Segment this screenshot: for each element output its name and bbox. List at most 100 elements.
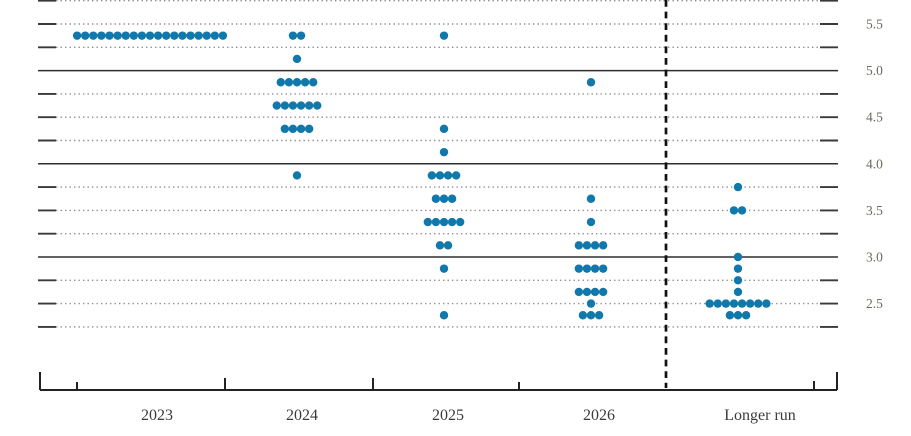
x-axis-label-2023: 2023 xyxy=(141,407,173,424)
projection-dot-2025-3.375 xyxy=(423,217,432,227)
projection-dot-longer-run-2.75 xyxy=(733,276,743,285)
projection-dot-2026-2.375 xyxy=(578,311,588,320)
projection-dot-2024-4.375 xyxy=(296,124,306,134)
projection-dot-longer-run-2.5 xyxy=(721,299,731,308)
projection-dot-2026-2.375 xyxy=(594,311,604,320)
projection-dot-2023-5.375 xyxy=(89,31,98,40)
projection-dot-2024-4.875 xyxy=(276,78,285,87)
projection-dot-2024-4.875 xyxy=(292,78,302,87)
projection-dot-2026-3.125 xyxy=(590,241,600,250)
projection-dot-2026-3.375 xyxy=(586,217,596,227)
projection-dot-2023-5.375 xyxy=(121,31,130,40)
projection-dot-2025-2.375 xyxy=(439,311,449,320)
projection-dot-2026-2.625 xyxy=(582,287,592,297)
projection-dot-2024-5.375 xyxy=(288,31,298,40)
projection-dot-2023-5.375 xyxy=(72,31,82,40)
projection-dot-2023-5.375 xyxy=(129,31,138,40)
projection-dot-2023-5.375 xyxy=(202,31,211,40)
projection-dot-2023-5.375 xyxy=(194,31,203,40)
projection-dot-longer-run-2.375 xyxy=(741,311,751,320)
projection-dot-2026-4.875 xyxy=(586,78,596,87)
projection-dot-2026-3.125 xyxy=(582,241,592,250)
projection-dot-2025-3.875 xyxy=(443,171,453,180)
projection-dot-2024-4.875 xyxy=(300,78,310,87)
projection-dot-longer-run-2.5 xyxy=(754,299,763,308)
projection-dot-2024-5.375 xyxy=(296,31,306,40)
projection-dot-2023-5.375 xyxy=(218,31,228,40)
projection-dot-2024-4.625 xyxy=(296,101,306,110)
projection-dot-2024-3.875 xyxy=(292,171,302,180)
projection-dot-2025-4.375 xyxy=(439,124,449,134)
projection-dot-2026-2.625 xyxy=(598,287,608,297)
projection-dot-2025-3.125 xyxy=(435,241,445,250)
projection-dot-longer-run-3.5 xyxy=(729,206,739,215)
projection-dot-2025-3.625 xyxy=(447,194,457,203)
projection-dot-longer-run-2.375 xyxy=(725,311,735,320)
projection-dot-2026-3.625 xyxy=(586,194,596,203)
projection-dot-longer-run-2.5 xyxy=(729,299,739,308)
y-axis-label-2.5: 2.5 xyxy=(866,296,883,311)
projection-dot-2024-4.625 xyxy=(288,101,298,110)
projection-dot-2026-2.625 xyxy=(574,287,584,297)
projection-dot-longer-run-3.5 xyxy=(737,206,747,215)
projection-dot-longer-run-2.625 xyxy=(733,287,743,297)
projection-dot-longer-run-2.5 xyxy=(745,299,755,308)
projection-dot-2024-4.625 xyxy=(272,101,281,110)
projection-dot-2024-5.125 xyxy=(292,54,302,64)
x-axis-label-2024: 2024 xyxy=(286,407,318,424)
projection-dot-longer-run-2.5 xyxy=(705,299,714,308)
projection-dot-2026-2.875 xyxy=(590,264,600,273)
projection-dot-2025-3.375 xyxy=(439,217,449,227)
projection-dot-2026-2.875 xyxy=(598,264,608,273)
projection-dot-2025-3.875 xyxy=(427,171,437,180)
projection-dot-2025-3.875 xyxy=(435,171,445,180)
projection-dot-2024-4.375 xyxy=(280,124,290,134)
projection-dot-2026-3.125 xyxy=(598,241,608,250)
x-axis-label-longer-run: Longer run xyxy=(724,407,796,424)
y-axis-label-5.0: 5.0 xyxy=(866,63,883,78)
projection-dot-2024-4.625 xyxy=(304,101,314,110)
projection-dot-2025-5.375 xyxy=(439,31,449,40)
projection-dot-longer-run-2.875 xyxy=(733,264,743,273)
projection-dot-2025-3.125 xyxy=(443,241,453,250)
projection-dot-2025-3.375 xyxy=(456,217,465,227)
projection-dot-2025-3.375 xyxy=(431,217,441,227)
projection-dot-2023-5.375 xyxy=(210,31,219,40)
projection-dot-2025-3.375 xyxy=(447,217,457,227)
projection-dot-longer-run-2.5 xyxy=(713,299,722,308)
projection-dot-2024-4.625 xyxy=(313,101,322,110)
projection-dot-2025-3.625 xyxy=(431,194,441,203)
projection-dot-2024-4.875 xyxy=(309,78,318,87)
projection-dot-2025-3.875 xyxy=(451,171,461,180)
y-axis-label-3.5: 3.5 xyxy=(866,203,883,218)
y-axis-label-4.0: 4.0 xyxy=(866,156,883,171)
projection-dot-2026-2.875 xyxy=(582,264,592,273)
y-axis-label-5.5: 5.5 xyxy=(866,17,883,32)
projection-dot-2025-3.625 xyxy=(439,194,449,203)
projection-dot-2023-5.375 xyxy=(153,31,163,40)
projection-dot-2023-5.375 xyxy=(81,31,90,40)
projection-dot-2026-2.625 xyxy=(590,287,600,297)
projection-dot-2026-2.5 xyxy=(586,299,596,308)
y-axis-label-4.5: 4.5 xyxy=(866,110,883,125)
projection-dot-2024-4.375 xyxy=(304,124,314,134)
projection-dot-longer-run-2.5 xyxy=(762,299,771,308)
projection-dot-longer-run-3 xyxy=(733,252,743,262)
projection-dot-2025-4.125 xyxy=(439,147,449,157)
projection-dot-2026-2.875 xyxy=(574,264,584,273)
x-axis-label-2026: 2026 xyxy=(583,407,615,424)
projection-dot-2023-5.375 xyxy=(170,31,179,40)
projection-dot-longer-run-2.375 xyxy=(733,311,743,320)
projection-dot-2023-5.375 xyxy=(178,31,187,40)
projection-dot-2024-4.875 xyxy=(284,78,294,87)
projection-dot-2023-5.375 xyxy=(162,31,171,40)
projection-dot-2024-4.625 xyxy=(280,101,290,110)
x-axis-label-2025: 2025 xyxy=(432,407,464,424)
projection-dot-2024-4.375 xyxy=(288,124,298,134)
projection-dot-2026-3.125 xyxy=(574,241,584,250)
projection-dot-2023-5.375 xyxy=(105,31,114,40)
projection-dot-longer-run-3.75 xyxy=(733,182,743,192)
projection-dot-2023-5.375 xyxy=(137,31,147,40)
